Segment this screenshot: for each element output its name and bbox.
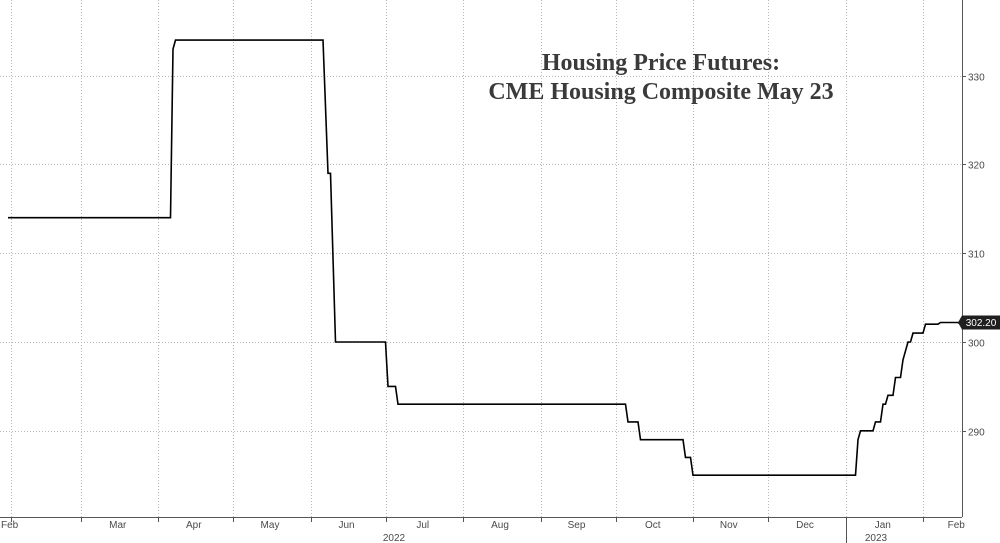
- x-tick-label: Jul: [416, 520, 429, 531]
- y-tick-label: 290: [968, 428, 985, 439]
- x-year-label: 2022: [383, 533, 406, 543]
- x-tick-label: Feb: [948, 520, 966, 531]
- x-year-label: 2023: [865, 533, 888, 543]
- x-tick-label: Jun: [338, 520, 354, 531]
- last-value-badge: [958, 315, 1000, 330]
- y-tick-label: 310: [968, 250, 985, 261]
- tick-labels: Feb Mar Apr May Jun Jul Aug Sep Oct Nov Dec Jan Feb 2…: [1, 73, 1000, 543]
- y-tick-label: 330: [968, 73, 985, 84]
- chart-title-line-1: Housing Price Futures:: [542, 50, 780, 76]
- axes: [0, 0, 966, 543]
- x-tick-label: Aug: [491, 520, 509, 531]
- x-tick-label: Oct: [645, 520, 661, 531]
- y-tick-label: 320: [968, 161, 985, 172]
- last-value-label: 302.20: [966, 318, 997, 329]
- y-tick-label: 300: [968, 339, 985, 350]
- x-tick-label: May: [261, 520, 280, 531]
- x-tick-label: Dec: [796, 520, 814, 531]
- x-tick-label: Nov: [720, 520, 738, 531]
- x-tick-label: Apr: [186, 520, 202, 531]
- gridlines: [0, 0, 962, 517]
- x-tick-label: Jan: [875, 520, 891, 531]
- x-tick-label: Sep: [568, 520, 586, 531]
- x-tick-label: Mar: [109, 520, 127, 531]
- x-tick-label: Feb: [1, 520, 19, 531]
- series-line: [8, 39, 986, 477]
- series-layer: [8, 39, 986, 477]
- chart-title-line-2: CME Housing Composite May 23: [488, 79, 833, 105]
